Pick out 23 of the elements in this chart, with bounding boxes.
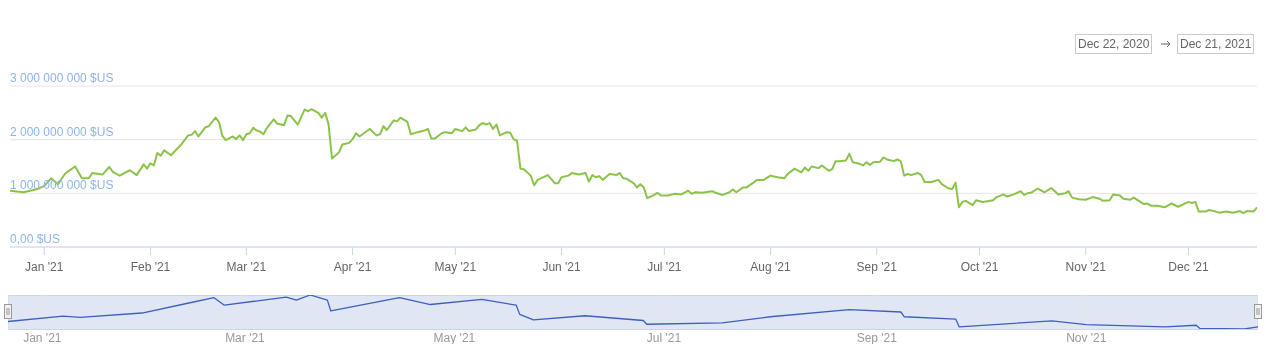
x-tick-label: Jan '21: [23, 331, 62, 345]
x-tick-label: Mar '21: [226, 260, 267, 274]
x-tick-label: Mar '21: [225, 331, 266, 345]
x-tick-label: Jul '21: [647, 260, 682, 274]
x-tick-label: May '21: [433, 331, 476, 345]
text: Dec 22, 2020: [1075, 34, 1153, 54]
text: Dec 21, 2021: [1177, 34, 1255, 54]
x-tick-label: Apr '21: [333, 260, 372, 274]
x-tick-label: Nov '21: [1066, 331, 1107, 345]
x-tick-label: May '21: [434, 260, 477, 274]
y-tick-label: 3 000 000 000 $US: [10, 71, 114, 85]
y-tick-label: 2 000 000 000 $US: [10, 124, 114, 139]
x-tick-label: Jan '21: [25, 260, 64, 274]
x-tick-label: Jul '21: [646, 331, 682, 345]
x-tick-label: Dec '21: [1168, 260, 1209, 274]
x-tick-label: Sep '21: [856, 260, 898, 274]
y-tick-label: 0,00 $US: [10, 232, 61, 246]
x-tick-label: Nov '21: [1065, 260, 1107, 274]
x-tick-label: Oct '21: [960, 260, 999, 274]
x-tick-label: Jun '21: [542, 260, 582, 274]
x-tick-label: Sep '21: [856, 331, 898, 345]
x-tick-label: Feb '21: [130, 260, 171, 274]
x-tick-label: Aug '21: [750, 260, 792, 274]
